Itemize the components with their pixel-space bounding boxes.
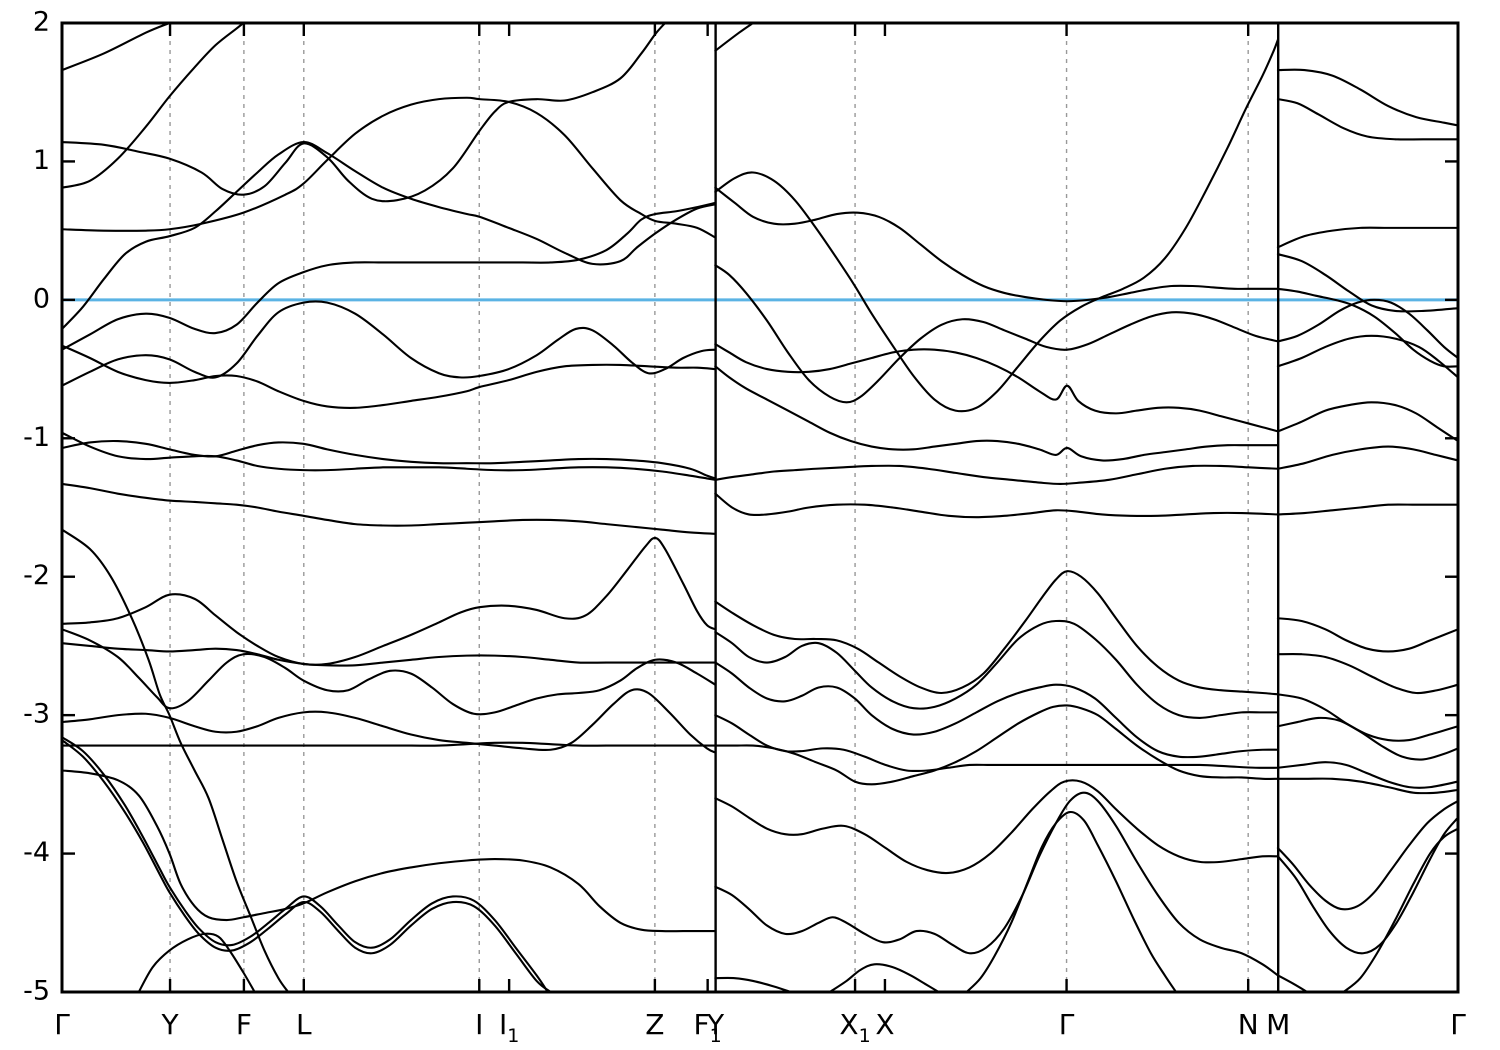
band-curve-40 bbox=[1276, 98, 1460, 141]
x-axis-ticks bbox=[168, 23, 1250, 992]
band-curve-50 bbox=[1276, 652, 1460, 695]
band-curve-5 bbox=[60, 201, 717, 351]
band-curve-20 bbox=[60, 736, 549, 994]
band-curve-3 bbox=[60, 96, 717, 239]
band-curve-11 bbox=[60, 528, 290, 994]
band-curve-26 bbox=[714, 365, 1279, 462]
band-curve-36 bbox=[714, 976, 792, 994]
band-curve-30 bbox=[714, 619, 1279, 719]
x-tick-label-Y-8: Y bbox=[706, 1008, 725, 1041]
x-tick-label-X-10: X bbox=[875, 1008, 894, 1041]
band-curve-51 bbox=[1276, 693, 1460, 742]
y-tick-label-5: -3 bbox=[23, 699, 50, 730]
band-curve-21 bbox=[714, 21, 755, 52]
y-tick-label-0: 2 bbox=[33, 7, 50, 38]
band-curve-15 bbox=[60, 741, 717, 747]
band-curve-43 bbox=[1276, 287, 1460, 368]
band-curve-17 bbox=[60, 769, 717, 933]
x-tick-label-F-2: F bbox=[236, 1008, 252, 1041]
band-curve-29 bbox=[714, 570, 1279, 696]
band-curve-28 bbox=[714, 492, 1279, 519]
x-tick-label-F-7: F1 bbox=[694, 1008, 722, 1047]
x-tick-label-Y-1: Y bbox=[160, 1008, 179, 1041]
band-curve-18 bbox=[60, 739, 552, 994]
band-curve-48 bbox=[1276, 503, 1460, 516]
band-curve-31 bbox=[714, 661, 1279, 759]
band-curve-9 bbox=[60, 431, 717, 481]
band-curve-27 bbox=[714, 464, 1279, 486]
band-curve-37 bbox=[828, 963, 940, 994]
band-curve-25 bbox=[714, 343, 1279, 433]
band-curve-55 bbox=[1276, 799, 1460, 911]
x-tick-label-I-5: I1 bbox=[499, 1008, 519, 1047]
y-tick-label-1: 1 bbox=[33, 145, 50, 176]
band-curve-13 bbox=[60, 642, 717, 667]
band-curve-23 bbox=[714, 186, 1279, 303]
band-curve-7 bbox=[60, 344, 717, 409]
x-tick-label-Z-6: Z bbox=[645, 1008, 664, 1041]
band-curve-35 bbox=[714, 791, 1279, 977]
band-curve-58 bbox=[1342, 827, 1460, 994]
band-curves bbox=[60, 21, 1460, 994]
y-axis-ticks bbox=[62, 160, 1458, 855]
band-curve-56 bbox=[1276, 816, 1460, 955]
band-curve-53 bbox=[1276, 761, 1460, 789]
band-curve-32 bbox=[714, 714, 1279, 773]
band-curve-1 bbox=[60, 21, 245, 189]
y-tick-label-6: -4 bbox=[23, 837, 50, 868]
band-curve-10 bbox=[60, 482, 717, 535]
x-axis-labels: Γ Y F L I I1 Z F1Y X1 X Γ N M Γ bbox=[54, 1008, 1466, 1047]
y-tick-label-3: -1 bbox=[23, 422, 50, 453]
y-tick-label-4: -2 bbox=[23, 560, 50, 591]
band-curve-38 bbox=[965, 810, 1178, 994]
band-curve-39 bbox=[1276, 68, 1460, 127]
band-curve-0 bbox=[60, 21, 171, 72]
axes-frame bbox=[60, 21, 1460, 994]
y-axis-labels: 2 1 0 -1 -2 -3 -4 -5 bbox=[23, 7, 50, 1007]
band-curve-6 bbox=[60, 300, 717, 387]
band-curve-46 bbox=[1276, 401, 1460, 443]
band-curve-33 bbox=[714, 704, 1279, 786]
x-tick-label-gamma-11: Γ bbox=[1059, 1008, 1075, 1041]
band-curve-52 bbox=[1276, 716, 1460, 761]
band-curve-42 bbox=[1276, 253, 1460, 313]
x-tick-label-N-12: N bbox=[1238, 1008, 1259, 1041]
x-tick-label-M-13: M bbox=[1266, 1008, 1290, 1041]
band-curve-16 bbox=[60, 688, 717, 754]
x-tick-label-gamma-14: Γ bbox=[1450, 1008, 1466, 1041]
band-curve-44 bbox=[1276, 298, 1460, 360]
band-curve-41 bbox=[1276, 226, 1460, 249]
band-curve-49 bbox=[1276, 617, 1460, 653]
x-tick-label-gamma-0: Γ bbox=[54, 1008, 70, 1041]
y-tick-label-2: 0 bbox=[33, 283, 50, 314]
band-curve-57 bbox=[1276, 974, 1309, 994]
x-tick-label-I-4: I bbox=[475, 1008, 483, 1041]
band-curve-14 bbox=[60, 628, 717, 716]
band-curve-47 bbox=[1276, 445, 1460, 470]
band-curve-8 bbox=[60, 439, 717, 480]
y-tick-label-7: -5 bbox=[23, 976, 50, 1007]
x-tick-label-L-3: L bbox=[296, 1008, 312, 1041]
band-curve-2 bbox=[60, 21, 667, 203]
band-curve-45 bbox=[1276, 334, 1460, 379]
band-curve-4 bbox=[60, 140, 717, 330]
band-curve-12 bbox=[60, 536, 717, 666]
band-curve-54 bbox=[1276, 777, 1460, 795]
band-curve-34 bbox=[714, 779, 1279, 875]
band-curve-22 bbox=[714, 38, 1279, 413]
plot-frame bbox=[60, 21, 1460, 994]
gridlines bbox=[169, 23, 1249, 992]
x-tick-label-X-9: X1 bbox=[839, 1008, 870, 1047]
